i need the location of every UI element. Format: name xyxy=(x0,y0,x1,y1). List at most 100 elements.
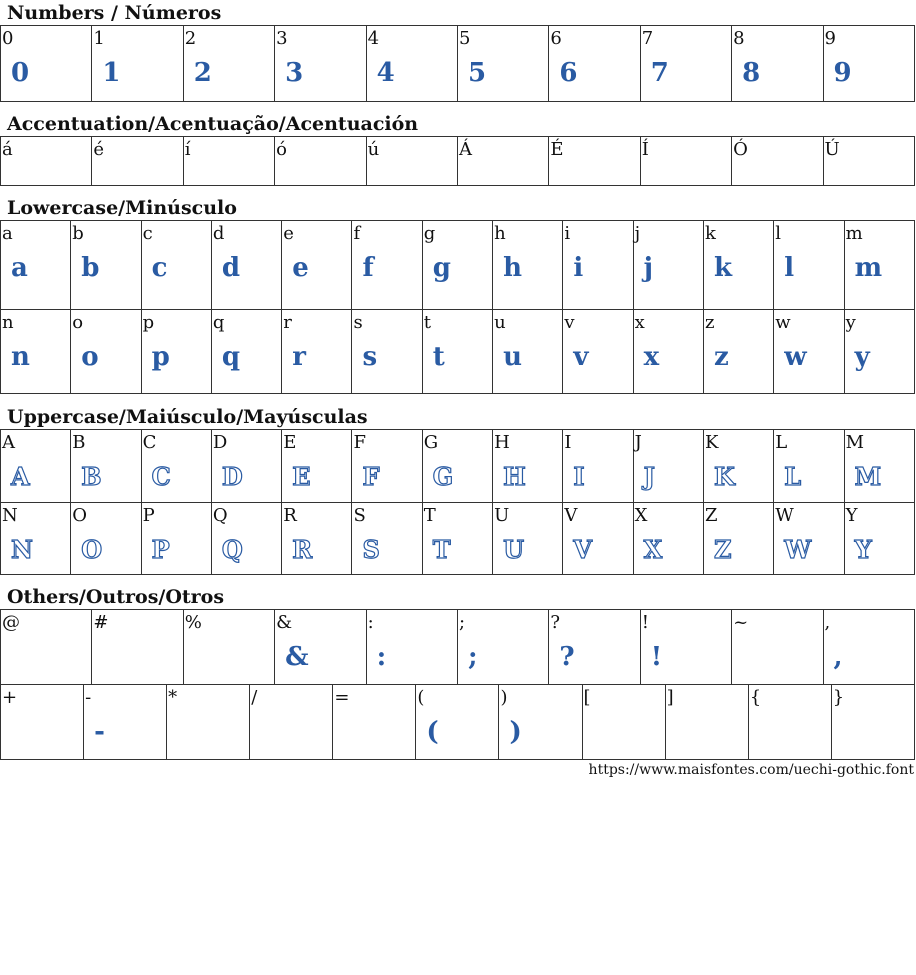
glyph-sample: H xyxy=(502,461,526,491)
glyph-sample: l xyxy=(784,253,795,283)
character-label: ; xyxy=(458,612,466,633)
glyph-cell: = xyxy=(332,684,417,760)
character-label: 3 xyxy=(276,28,288,49)
glyph-sample: : xyxy=(376,642,387,672)
glyph-cell: (( xyxy=(415,684,500,760)
character-label: W xyxy=(775,505,794,526)
glyph-cell: ;; xyxy=(456,609,550,685)
character-label: k xyxy=(704,223,716,244)
character-label: N xyxy=(2,505,18,526)
character-label: U xyxy=(494,505,510,526)
character-label: - xyxy=(85,687,92,708)
character-label: O xyxy=(72,505,88,526)
glyph-sample: h xyxy=(503,253,522,283)
glyph-sample: M xyxy=(854,461,882,491)
character-label: A xyxy=(2,432,15,453)
glyph-sample: 6 xyxy=(559,58,578,88)
glyph-sample: m xyxy=(854,253,883,283)
character-label: ! xyxy=(641,612,649,633)
source-url-link[interactable]: https://www.maisfontes.com/uechi-gothic.… xyxy=(588,762,914,778)
character-label: 9 xyxy=(824,28,836,49)
character-label: j xyxy=(634,223,641,244)
section-heading: Lowercase/Minúsculo xyxy=(7,197,237,219)
glyph-sample: G xyxy=(432,461,454,491)
character-label: R xyxy=(283,505,297,526)
glyph-cell: ú xyxy=(365,136,458,186)
glyph-cell: # xyxy=(91,609,184,685)
glyph-sample: ? xyxy=(559,642,575,672)
glyph-sample: z xyxy=(713,342,729,372)
glyph-sample: , xyxy=(833,642,843,672)
character-label: v xyxy=(564,312,575,333)
glyph-sample: v xyxy=(573,342,589,372)
character-label: * xyxy=(168,687,178,708)
character-label: ó xyxy=(276,139,288,160)
character-label: c xyxy=(142,223,153,244)
glyph-sample: u xyxy=(503,342,522,372)
glyph-sample: F xyxy=(362,461,380,491)
character-label: P xyxy=(142,505,155,526)
character-label: x xyxy=(634,312,645,333)
glyph-sample: 2 xyxy=(193,58,212,88)
section-heading: Accentuation/Acentuação/Acentuación xyxy=(7,113,419,135)
section-heading: Uppercase/Maiúsculo/Mayúsculas xyxy=(7,406,368,428)
character-label: ? xyxy=(550,612,560,633)
accentuation-section: Accentuation/Acentuação/Acentuación á é í ó ú… xyxy=(0,112,916,186)
glyph-sample: L xyxy=(784,461,802,491)
glyph-cell: ] xyxy=(664,684,749,760)
character-label: Q xyxy=(212,505,228,526)
character-label: 0 xyxy=(2,28,14,49)
glyph-sample: 9 xyxy=(833,58,852,88)
glyph-sample: 4 xyxy=(376,58,395,88)
character-label: q xyxy=(212,312,225,333)
character-label: ~ xyxy=(733,612,749,633)
character-label: M xyxy=(845,432,864,453)
glyph-sample: T xyxy=(432,534,451,564)
glyph-sample: e xyxy=(292,253,309,283)
glyph-sample: x xyxy=(643,342,660,372)
glyph-cell: É xyxy=(548,136,641,186)
character-label: s xyxy=(353,312,363,333)
character-label: p xyxy=(142,312,155,333)
glyph-cell: Á xyxy=(456,136,550,186)
numbers-section: Numbers / Números 0 0 1 1 2 2 3 3 4 4 5 5 6 6 7 7 8 8 9 9 xyxy=(0,1,916,102)
character-label: m xyxy=(845,223,863,244)
glyph-cell: !! xyxy=(639,609,733,685)
glyph-row: + - - * / =(())[]{} xyxy=(0,684,916,760)
glyph-sample: Z xyxy=(713,534,732,564)
character-label: / xyxy=(251,687,258,708)
glyph-sample: R xyxy=(292,534,313,564)
character-label: d xyxy=(212,223,225,244)
uppercase-section: Uppercase/Maiúsculo/Mayúsculas A A B B C C D D E E… xyxy=(0,405,916,575)
section-heading: Others/Outros/Otros xyxy=(7,586,225,608)
